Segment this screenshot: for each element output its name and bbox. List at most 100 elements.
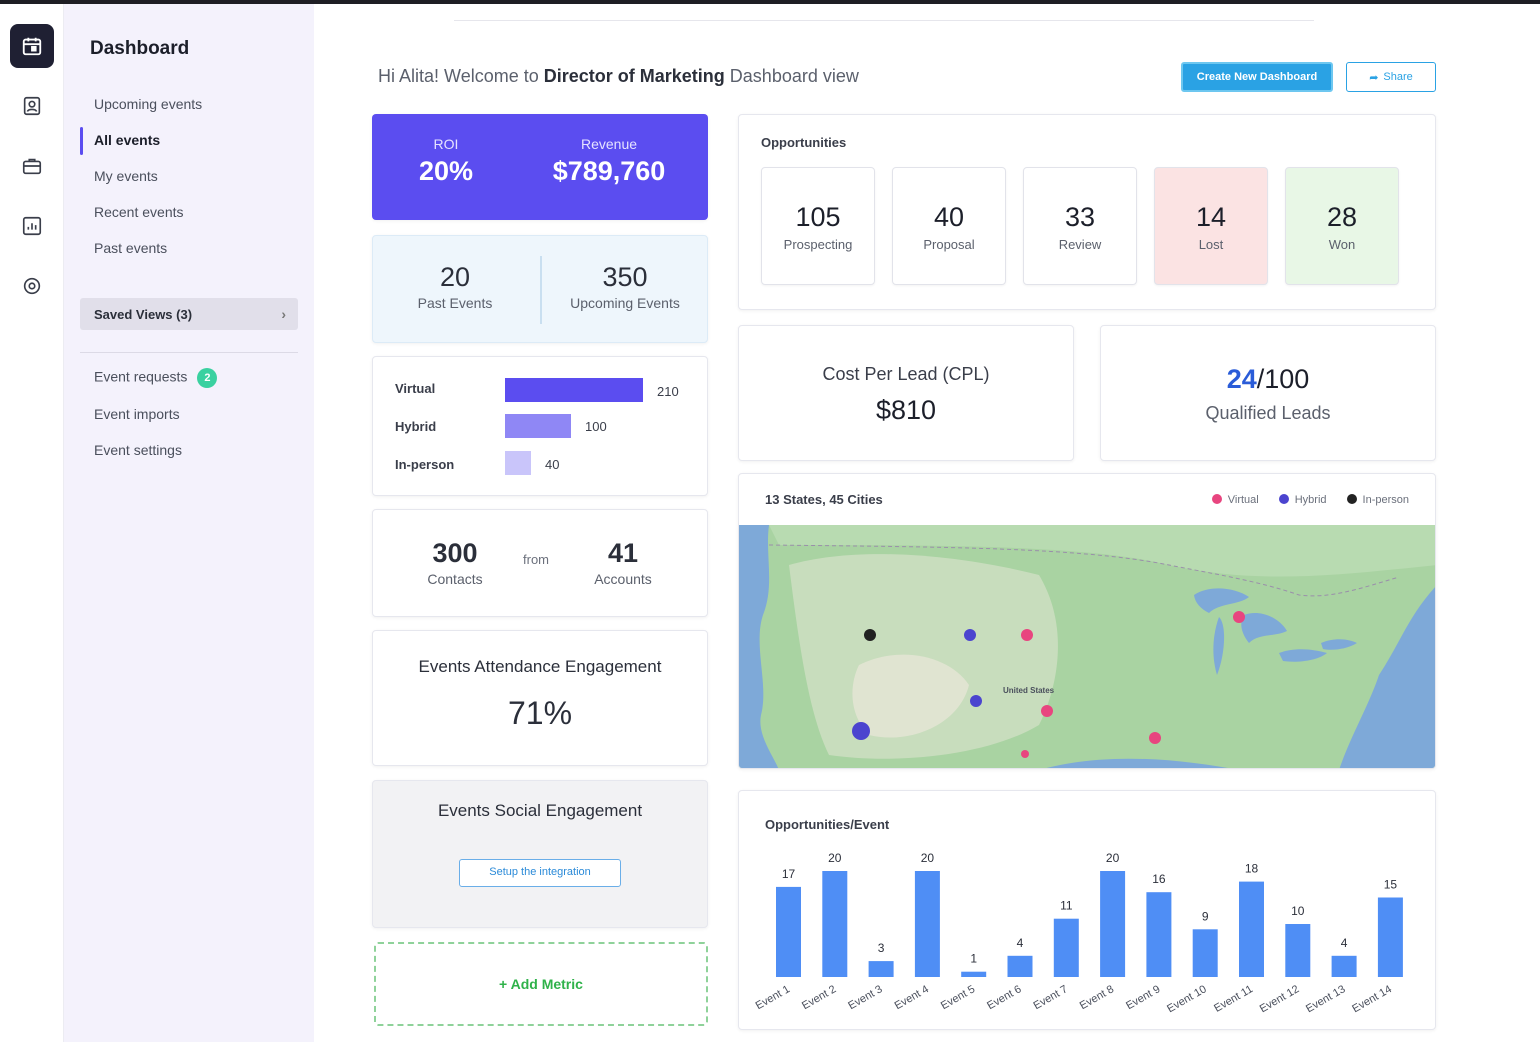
map-title: 13 States, 45 Cities xyxy=(765,492,883,507)
chart-bar[interactable] xyxy=(1377,897,1403,978)
welcome-suffix: Dashboard view xyxy=(729,66,859,86)
welcome-role: Director of Marketing xyxy=(543,66,725,86)
event-type-bar xyxy=(505,378,643,402)
event-type-bar xyxy=(505,414,571,438)
saved-views-button[interactable]: Saved Views (3) › xyxy=(80,298,298,330)
briefcase-icon[interactable] xyxy=(10,144,54,188)
map-marker-virtual[interactable] xyxy=(1021,629,1033,641)
legend-in-person: In-person xyxy=(1346,494,1409,506)
legend-dot xyxy=(1278,494,1289,504)
saved-views-label: Saved Views (3) xyxy=(94,306,193,322)
contacts-value: 300 xyxy=(432,538,478,568)
sidebar-item-recent-events[interactable]: Recent events xyxy=(94,204,184,220)
chart-bar[interactable] xyxy=(1146,892,1172,977)
chart-category-label: Event 13 xyxy=(1304,983,1348,1015)
sidebar-item-past-events[interactable]: Past events xyxy=(94,240,168,256)
chevron-right-icon: › xyxy=(281,306,286,322)
stage-label: Lost xyxy=(1198,237,1224,252)
map-marker-virtual[interactable] xyxy=(1233,611,1245,623)
setup-integration-button[interactable]: Setup the integration xyxy=(459,859,621,887)
chart-bar[interactable] xyxy=(776,886,801,977)
opportunity-stage-lost[interactable]: 14 Lost xyxy=(1154,167,1268,285)
us-map[interactable]: United States xyxy=(739,525,1436,769)
map-marker-in-person[interactable] xyxy=(864,629,876,641)
legend-dot xyxy=(1211,494,1222,504)
chart-bar[interactable] xyxy=(1239,881,1264,977)
chart-data-label: 3 xyxy=(878,941,885,955)
chart-data-label: 17 xyxy=(782,867,796,881)
opportunity-stage-prospecting[interactable]: 105 Prospecting xyxy=(761,167,875,285)
social-engagement-card: Events Social Engagement Setup the integ… xyxy=(372,780,708,928)
chart-data-label: 9 xyxy=(1202,909,1209,923)
chart-bar[interactable] xyxy=(1053,918,1079,977)
add-metric-button[interactable]: + Add Metric xyxy=(374,942,708,1026)
chart-category-label: Event 10 xyxy=(1165,983,1209,1015)
chart-category-label: Event 9 xyxy=(1124,983,1162,1012)
chart-category-label: Event 7 xyxy=(1031,983,1069,1012)
event-type-label: In-person xyxy=(395,457,455,472)
opportunity-stage-won[interactable]: 28 Won xyxy=(1285,167,1399,285)
contact-icon[interactable] xyxy=(10,84,54,128)
chart-category-label: Event 3 xyxy=(846,983,884,1012)
accounts-label: Accounts xyxy=(594,571,652,587)
opportunity-stage-review[interactable]: 33 Review xyxy=(1023,167,1137,285)
map-marker-virtual[interactable] xyxy=(1041,705,1053,717)
chart-bar[interactable] xyxy=(1100,871,1126,977)
chart-category-label: Event 5 xyxy=(939,983,977,1012)
from-label: from xyxy=(523,552,549,567)
create-new-dashboard-button[interactable]: Create New Dashboard xyxy=(1181,62,1333,92)
stage-label: Proposal xyxy=(923,237,975,252)
welcome-message: Hi Alita! Welcome to Director of Marketi… xyxy=(378,66,859,87)
sidebar-item-event-settings[interactable]: Event settings xyxy=(94,442,182,458)
chart-bar[interactable] xyxy=(914,871,940,977)
chart-icon[interactable] xyxy=(10,204,54,248)
qualified-leads-ratio: 24/100 xyxy=(1101,364,1435,395)
revenue-label: Revenue xyxy=(580,136,638,152)
past-events-label: Past Events xyxy=(417,295,493,311)
chart-bar[interactable] xyxy=(868,961,894,977)
sidebar-item-event-requests[interactable]: Event requests 2 xyxy=(94,368,218,388)
opportunity-stage-proposal[interactable]: 40 Proposal xyxy=(892,167,1006,285)
chart-data-label: 20 xyxy=(921,851,935,865)
settings-icon[interactable] xyxy=(10,264,54,308)
map-marker-hybrid[interactable] xyxy=(852,722,870,740)
main-content: Hi Alita! Welcome to Director of Marketi… xyxy=(314,4,1540,1042)
chart-category-label: Event 1 xyxy=(754,983,792,1012)
chart-category-label: Event 14 xyxy=(1350,983,1394,1015)
attendance-value: 71% xyxy=(507,695,573,731)
legend-label: Virtual xyxy=(1227,494,1259,506)
sidebar-item-upcoming-events[interactable]: Upcoming events xyxy=(94,96,203,112)
map-marker-hybrid[interactable] xyxy=(970,695,982,707)
opportunities-title: Opportunities xyxy=(761,135,847,150)
active-nav-marker xyxy=(80,127,83,155)
chart-bar[interactable] xyxy=(1331,955,1357,977)
sidebar-item-all-events[interactable]: All events xyxy=(94,132,161,148)
chart-category-label: Event 11 xyxy=(1212,983,1255,1015)
sidebar-item-event-imports[interactable]: Event imports xyxy=(94,406,180,422)
share-button[interactable]: ➦ Share xyxy=(1346,62,1436,92)
past-events-value: 20 xyxy=(439,262,471,292)
chart-category-label: Event 4 xyxy=(893,983,931,1012)
chart-data-label: 20 xyxy=(1106,851,1120,865)
contacts-label: Contacts xyxy=(427,571,483,587)
chart-bar[interactable] xyxy=(1285,924,1311,977)
map-marker-hybrid[interactable] xyxy=(964,629,976,641)
event-requests-count-badge: 2 xyxy=(197,368,218,388)
chart-bar[interactable] xyxy=(1007,955,1033,977)
sidebar-item-my-events[interactable]: My events xyxy=(94,168,158,184)
map-marker-virtual[interactable] xyxy=(1021,750,1029,758)
chart-bar[interactable] xyxy=(961,971,987,977)
opportunities-per-event-card: 17 Event 1 20 Event 2 3 Event 3 20 Event 4 1 Even… xyxy=(738,790,1436,1030)
sidebar: Dashboard Upcoming events All events My … xyxy=(64,4,314,1042)
event-type-value: 210 xyxy=(657,384,679,399)
map-marker-virtual[interactable] xyxy=(1149,732,1161,744)
map-legend: Virtual Hybrid In-person xyxy=(1211,494,1409,506)
attendance-engagement-card: Events Attendance Engagement 71% xyxy=(372,630,708,766)
chart-bar[interactable] xyxy=(822,871,848,977)
attendance-title: Events Attendance Engagement xyxy=(418,657,662,676)
chart-bar[interactable] xyxy=(1192,929,1218,977)
chart-data-label: 15 xyxy=(1384,878,1398,892)
calendar-icon[interactable] xyxy=(10,24,54,68)
upcoming-events-value: 350 xyxy=(602,262,648,292)
event-type-label: Virtual xyxy=(395,381,436,396)
